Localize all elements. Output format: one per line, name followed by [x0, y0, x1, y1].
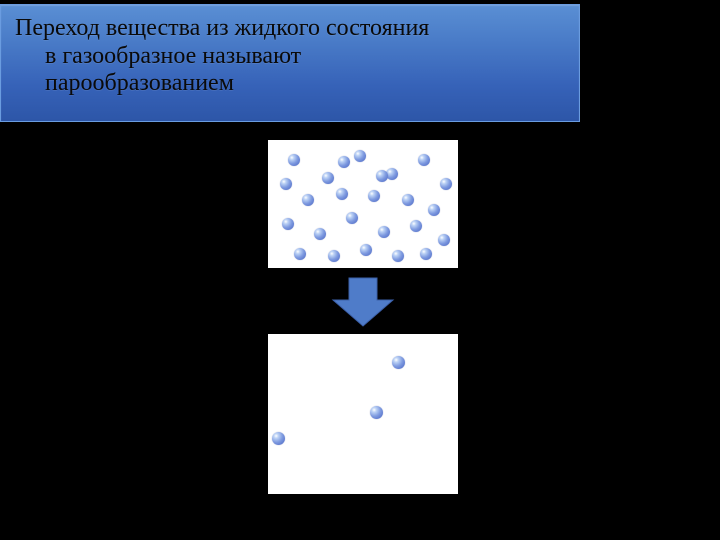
particle — [288, 154, 300, 166]
particle — [420, 248, 432, 260]
particle — [438, 234, 450, 246]
particle — [360, 244, 372, 256]
title-line2: в газообразное называют — [15, 43, 565, 71]
title-banner: Переход вещества из жидкого состояния в … — [0, 4, 580, 122]
particle — [322, 172, 334, 184]
particle — [280, 178, 292, 190]
particle — [370, 406, 383, 419]
liquid-panel — [268, 140, 458, 268]
particle — [328, 250, 340, 262]
particle — [314, 228, 326, 240]
gas-panel — [268, 334, 458, 494]
arrow-down-icon — [331, 276, 395, 328]
particle — [440, 178, 452, 190]
particle — [402, 194, 414, 206]
title-line1: Переход вещества из жидкого состояния — [15, 15, 565, 43]
particle — [294, 248, 306, 260]
particle — [302, 194, 314, 206]
particle — [336, 188, 348, 200]
particle — [378, 226, 390, 238]
particle — [368, 190, 380, 202]
particle — [428, 204, 440, 216]
particle — [354, 150, 366, 162]
particle — [410, 220, 422, 232]
title-line3: парообразованием — [15, 70, 565, 98]
transition-arrow — [331, 276, 395, 328]
particle — [338, 156, 350, 168]
particle — [418, 154, 430, 166]
particle — [376, 170, 388, 182]
particle — [346, 212, 358, 224]
particle — [272, 432, 285, 445]
particle — [392, 250, 404, 262]
particle — [392, 356, 405, 369]
particle — [282, 218, 294, 230]
